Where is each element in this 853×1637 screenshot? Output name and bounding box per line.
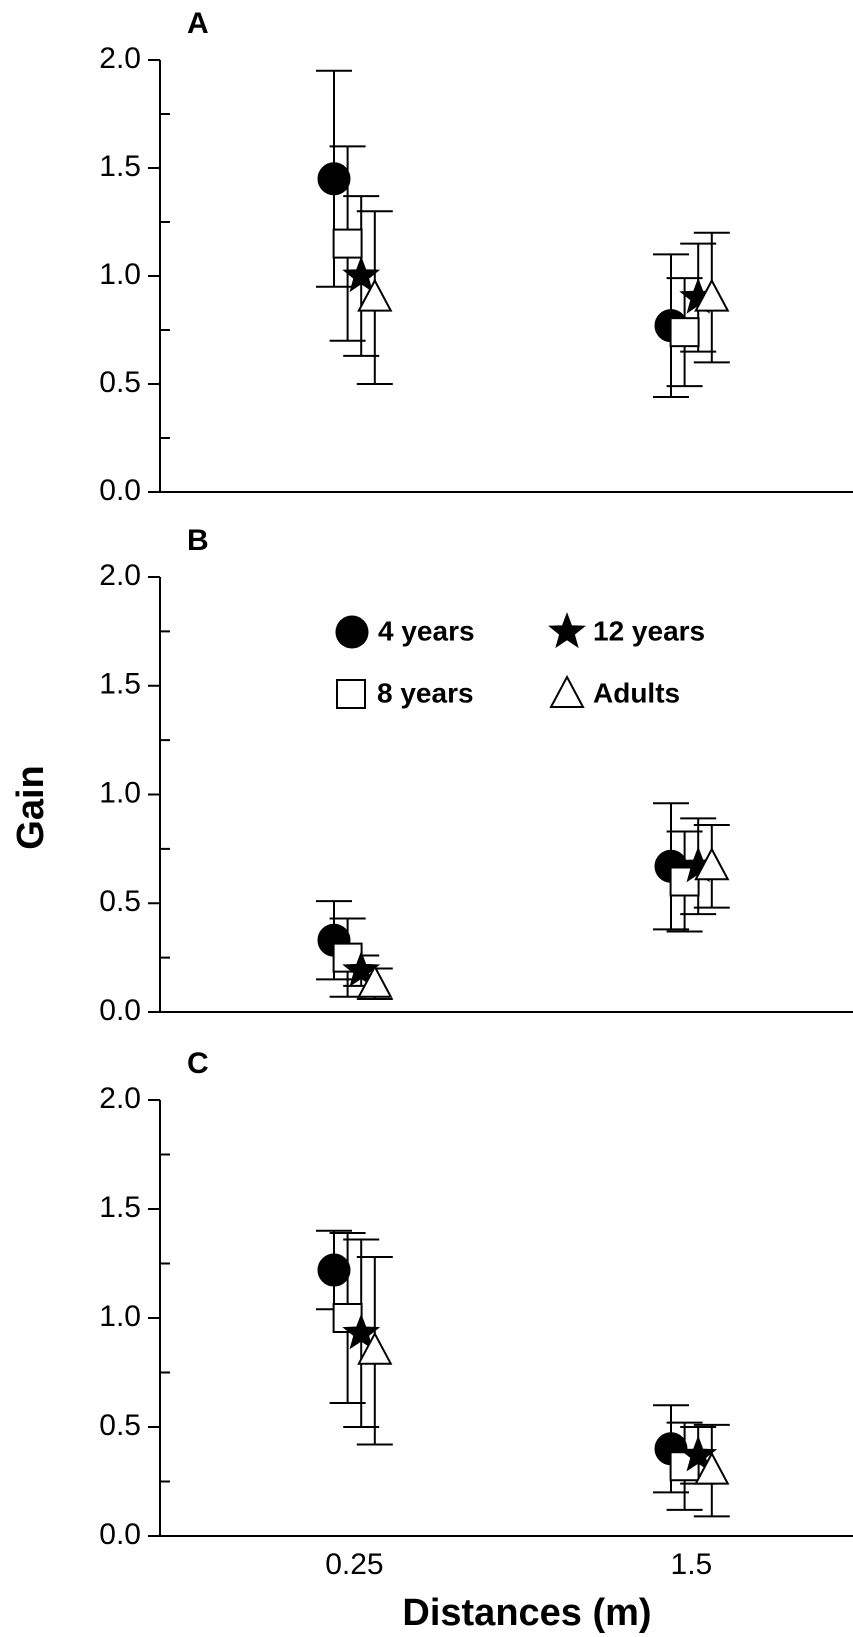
legend-marker (549, 674, 585, 708)
y-tick-label: 1.5 (99, 1191, 141, 1224)
data-point (694, 847, 730, 881)
data-point (679, 1435, 718, 1472)
data-point (342, 950, 381, 987)
data-point (342, 256, 381, 293)
data-point (669, 317, 700, 348)
y-tick-label: 1.0 (99, 1300, 141, 1333)
y-tick-label: 0.5 (99, 885, 141, 918)
data-point (342, 1313, 381, 1350)
y-tick-label: 0.0 (99, 1518, 141, 1551)
legend-label: Adults (593, 677, 680, 708)
panel-label: B (187, 524, 209, 557)
data-point (317, 1253, 351, 1287)
data-point (694, 1451, 730, 1485)
data-point (357, 964, 393, 998)
legend-label: 8 years (377, 677, 474, 708)
legend-marker (335, 615, 369, 649)
data-point (332, 228, 363, 259)
y-tick-label: 2.0 (99, 42, 141, 75)
x-tick-label: 0.25 (325, 1548, 383, 1581)
y-axis-label: Gain (10, 765, 52, 849)
x-axis-label: Distances (m) (402, 1592, 651, 1634)
legend-marker (548, 612, 586, 649)
y-tick-label: 1.0 (99, 776, 141, 809)
y-tick-label: 1.5 (99, 150, 141, 183)
y-tick-label: 2.0 (99, 1082, 141, 1115)
data-point (694, 278, 730, 312)
panel-label: A (187, 7, 209, 40)
legend-marker (336, 679, 366, 709)
panel-label: C (187, 1047, 209, 1080)
y-tick-label: 1.5 (99, 668, 141, 701)
y-tick-label: 0.0 (99, 994, 141, 1027)
data-point (357, 278, 393, 312)
legend-label: 4 years (378, 615, 475, 646)
y-tick-label: 2.0 (99, 559, 141, 592)
y-tick-label: 0.5 (99, 366, 141, 399)
legend-label: 12 years (593, 615, 705, 646)
x-tick-label: 1.5 (671, 1548, 713, 1581)
data-point (317, 162, 351, 196)
data-point (357, 1331, 393, 1365)
y-tick-label: 0.5 (99, 1409, 141, 1442)
y-tick-label: 1.0 (99, 258, 141, 291)
y-tick-label: 0.0 (99, 474, 141, 507)
